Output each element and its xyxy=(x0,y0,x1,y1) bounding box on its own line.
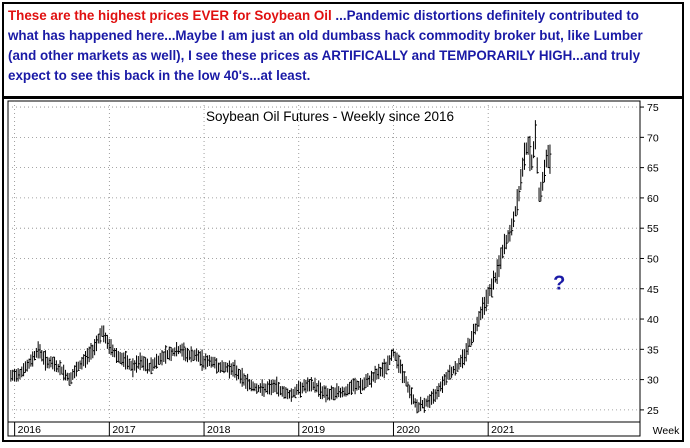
annotation-body: ...Pandemic distortions definitely contr… xyxy=(8,8,643,83)
x-axis-label: Week xyxy=(653,425,680,437)
y-tick-label: 55 xyxy=(647,223,659,235)
plot-area xyxy=(7,100,641,423)
y-tick-label: 25 xyxy=(647,405,659,417)
x-tick-label: 2020 xyxy=(396,424,420,436)
annotation-highlight: These are the highest prices EVER for So… xyxy=(8,8,332,23)
y-tick-label: 50 xyxy=(647,253,659,265)
y-tick-label: 65 xyxy=(647,163,659,175)
chart-title: Soybean Oil Futures - Weekly since 2016 xyxy=(206,109,454,124)
x-tick-label: 2018 xyxy=(207,424,231,436)
x-tick-label: 2017 xyxy=(112,424,136,436)
annotation-divider xyxy=(2,96,682,99)
y-tick-label: 75 xyxy=(647,102,659,114)
y-axis: 25 30 35 40 45 50 55 60 65 70 75 xyxy=(640,102,659,417)
x-tick-label: 2021 xyxy=(491,424,515,436)
y-tick-label: 70 xyxy=(647,132,659,144)
x-axis: 2016 2017 2018 2019 2020 2021 xyxy=(14,422,515,436)
y-tick-label: 35 xyxy=(647,344,659,356)
grid xyxy=(8,101,640,422)
y-tick-label: 45 xyxy=(647,284,659,296)
price-bars xyxy=(10,120,552,414)
y-tick-label: 60 xyxy=(647,193,659,205)
x-tick-label: 2016 xyxy=(18,424,42,436)
y-tick-label: 30 xyxy=(647,375,659,387)
question-mark-annotation: ? xyxy=(553,273,565,295)
chart-frame xyxy=(2,2,684,442)
x-axis-strip xyxy=(7,421,641,437)
x-tick-label: 2019 xyxy=(302,424,326,436)
y-tick-label: 40 xyxy=(647,314,659,326)
annotation-text: These are the highest prices EVER for So… xyxy=(8,6,668,92)
